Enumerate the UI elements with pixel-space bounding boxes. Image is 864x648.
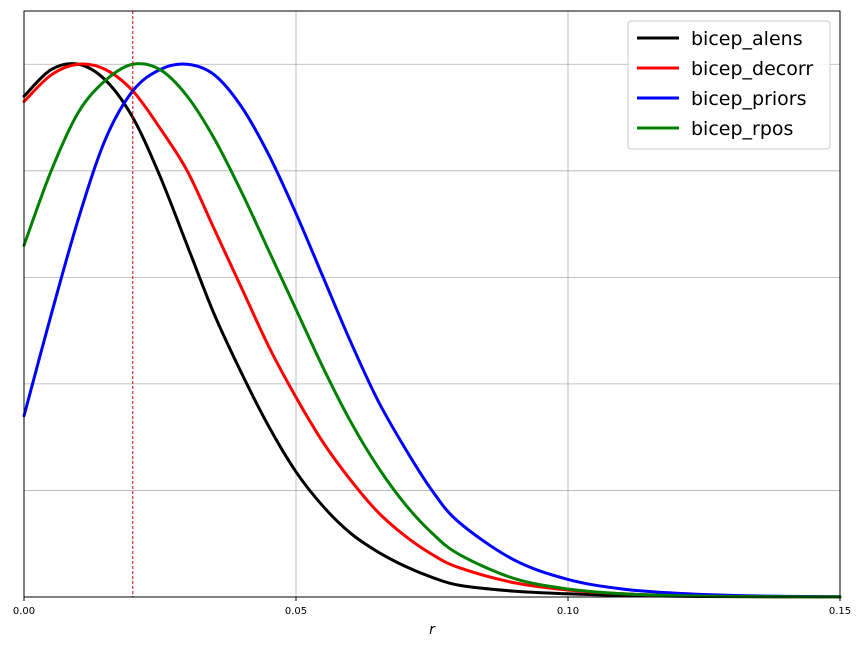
legend: bicep_alens bicep_decorr bicep_priorsbicep… — [627, 20, 831, 150]
x-tick-label: 0.15 — [829, 606, 851, 617]
x-tick-label: 0.05 — [285, 606, 307, 617]
plot-frame — [23, 10, 841, 598]
legend-label-bicep_priors: bicep_priors — [691, 88, 807, 110]
x-axis-label: r — [429, 622, 436, 638]
series-line-bicep_rpos — [22, 62, 842, 599]
series-line-bicep_priors — [22, 62, 842, 599]
legend-label-bicep_decorr: bicep_decorr — [691, 58, 813, 80]
x-axis: 0.00 0.05 0.10 0.15 — [13, 597, 851, 617]
x-tick-label: 0.00 — [13, 606, 35, 617]
legend-label-bicep_alens: bicep_alens — [691, 28, 803, 50]
x-tick-label: 0.10 — [557, 606, 579, 617]
legend-box — [627, 20, 831, 150]
legend-label-bicep_rpos: bicep_rpos — [691, 118, 793, 140]
